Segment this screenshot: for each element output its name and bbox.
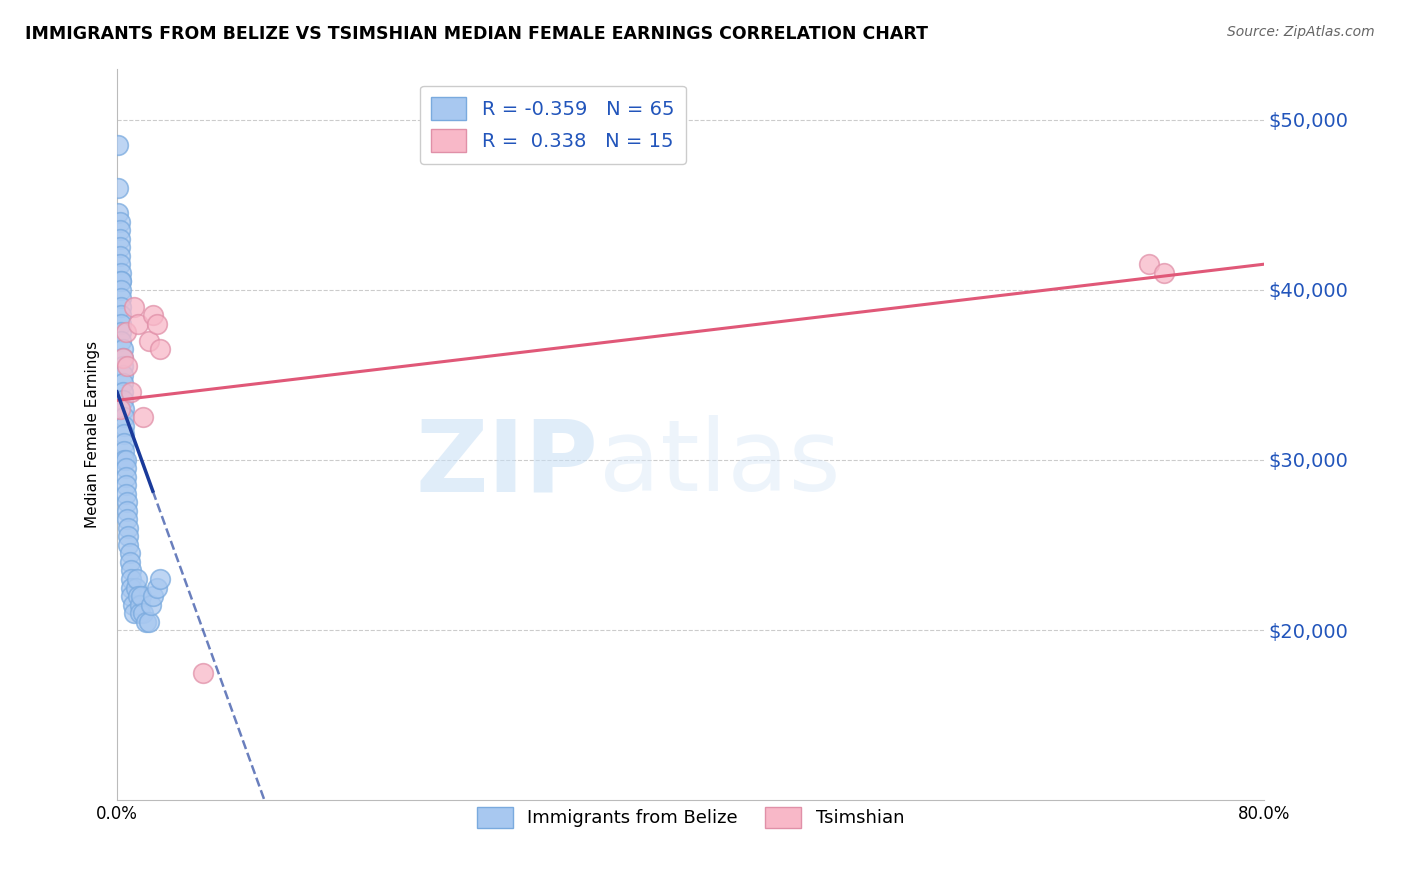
Point: [110, 283, 132, 297]
Point: [127, 317, 149, 331]
Point: [108, 249, 131, 263]
Point: [110, 317, 132, 331]
Point: [110, 274, 132, 288]
Point: [108, 215, 131, 229]
Point: [112, 435, 135, 450]
Point: [120, 384, 142, 399]
Point: [131, 589, 153, 603]
Point: [115, 512, 138, 526]
Point: [110, 308, 132, 322]
Point: [111, 351, 134, 365]
Point: [117, 538, 139, 552]
Point: [120, 564, 142, 578]
Point: [122, 300, 145, 314]
Point: [114, 326, 136, 340]
Point: [110, 334, 132, 348]
Point: [108, 257, 131, 271]
Point: [120, 581, 142, 595]
Point: [112, 444, 135, 458]
Point: [114, 453, 136, 467]
Point: [108, 223, 131, 237]
Point: [110, 274, 132, 288]
Point: [142, 589, 165, 603]
Point: [149, 343, 172, 357]
Point: [108, 232, 131, 246]
Point: [138, 334, 160, 348]
Point: [108, 240, 131, 254]
Point: [115, 504, 138, 518]
Point: [146, 317, 169, 331]
Point: [112, 401, 135, 416]
Point: [111, 343, 134, 357]
Point: [114, 478, 136, 492]
Point: [111, 351, 134, 365]
Point: [191, 665, 214, 680]
Point: [142, 308, 165, 322]
Point: [118, 546, 141, 560]
Point: [132, 410, 155, 425]
Point: [117, 521, 139, 535]
Point: [111, 384, 134, 399]
Point: [132, 606, 155, 620]
Point: [138, 615, 160, 629]
Text: atlas: atlas: [599, 415, 841, 512]
Point: [141, 598, 163, 612]
Legend: Immigrants from Belize, Tsimshian: Immigrants from Belize, Tsimshian: [470, 800, 911, 835]
Point: [111, 368, 134, 382]
Text: ZIP: ZIP: [416, 415, 599, 512]
Point: [115, 495, 138, 509]
Point: [129, 598, 152, 612]
Point: [107, 138, 129, 153]
Point: [107, 206, 129, 220]
Point: [110, 300, 132, 314]
Point: [146, 581, 169, 595]
Point: [127, 589, 149, 603]
Point: [111, 359, 134, 374]
Point: [114, 470, 136, 484]
Point: [149, 572, 172, 586]
Point: [114, 461, 136, 475]
Point: [111, 393, 134, 408]
Text: IMMIGRANTS FROM BELIZE VS TSIMSHIAN MEDIAN FEMALE EARNINGS CORRELATION CHART: IMMIGRANTS FROM BELIZE VS TSIMSHIAN MEDI…: [25, 25, 928, 43]
Point: [107, 180, 129, 194]
Point: [110, 266, 132, 280]
Point: [1137, 257, 1160, 271]
Point: [110, 291, 132, 305]
Point: [1153, 266, 1175, 280]
Point: [112, 418, 135, 433]
Point: [117, 529, 139, 543]
Point: [135, 615, 157, 629]
Point: [112, 453, 135, 467]
Point: [120, 572, 142, 586]
Point: [112, 410, 135, 425]
Point: [125, 572, 148, 586]
Point: [111, 376, 134, 391]
Point: [121, 598, 143, 612]
Y-axis label: Median Female Earnings: Median Female Earnings: [86, 341, 100, 528]
Point: [112, 427, 135, 442]
Point: [129, 606, 152, 620]
Point: [118, 555, 141, 569]
Point: [110, 326, 132, 340]
Text: Source: ZipAtlas.com: Source: ZipAtlas.com: [1227, 25, 1375, 39]
Point: [114, 487, 136, 501]
Point: [122, 606, 145, 620]
Point: [108, 401, 131, 416]
Point: [120, 589, 142, 603]
Point: [115, 359, 138, 374]
Point: [124, 581, 146, 595]
